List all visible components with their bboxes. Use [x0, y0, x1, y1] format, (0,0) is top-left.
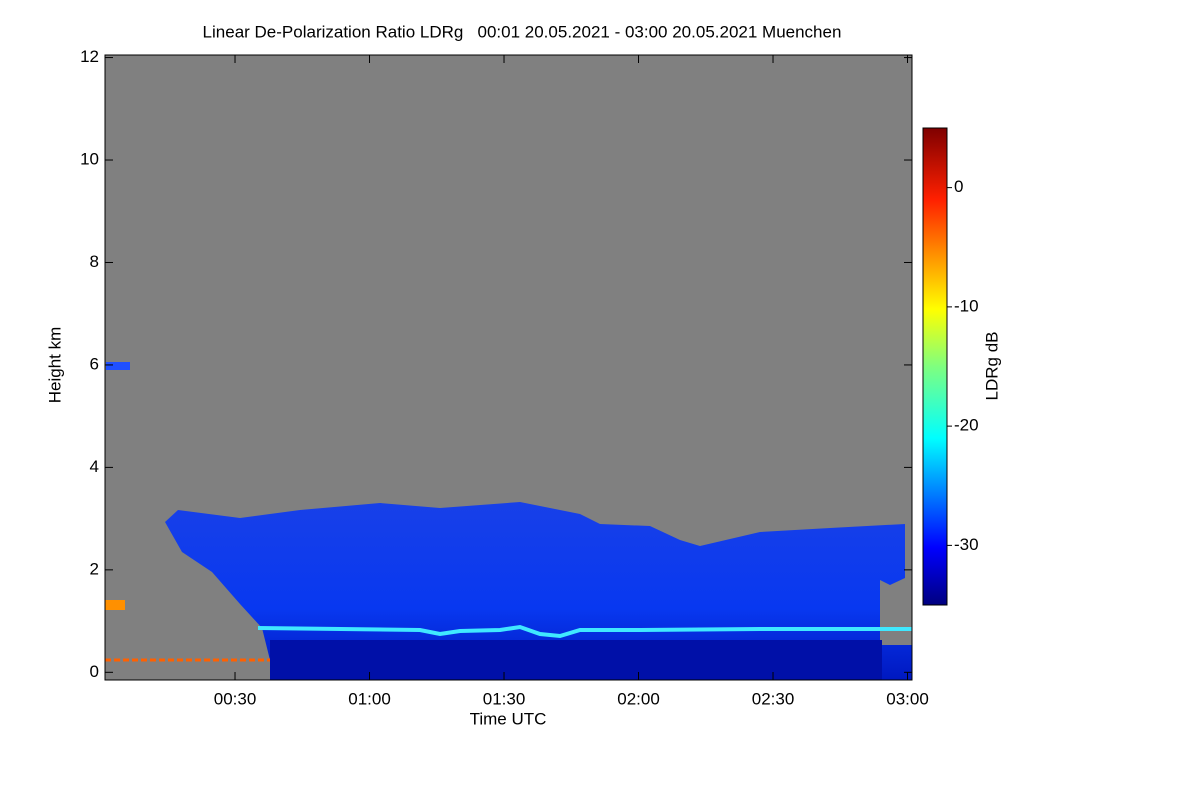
y-tick-label: 2: [90, 559, 99, 578]
colorbar-tick-label: -30: [954, 535, 979, 554]
y-tick-label: 6: [90, 354, 99, 373]
plot-frame: [104, 54, 913, 681]
x-axis-label: Time UTC: [470, 709, 547, 728]
colorbar-label: LDRg dB: [982, 332, 1001, 401]
speckle: [105, 600, 125, 610]
y-tick-label: 10: [80, 150, 99, 169]
y-tick-label: 8: [90, 252, 99, 271]
x-tick-label: 01:30: [483, 689, 526, 708]
heatmap-field: [105, 55, 912, 680]
chart-title: Linear De-Polarization Ratio LDRg 00:01 …: [203, 22, 842, 41]
x-tick-label: 03:00: [886, 689, 929, 708]
speckle: [106, 362, 130, 370]
x-tick-label: 01:00: [348, 689, 391, 708]
layer-top: [257, 624, 912, 639]
boundary-layer: [270, 640, 882, 680]
y-tick-label: 12: [80, 47, 99, 66]
x-tick-label: 02:00: [617, 689, 660, 708]
aerosol-layer: [165, 502, 912, 680]
y-tick-label: 4: [90, 457, 99, 476]
y-axis-label: Height km: [45, 327, 64, 404]
colorbar-tick-label: -10: [954, 296, 979, 315]
x-tick-label: 00:30: [214, 689, 257, 708]
colorbar-tick-label: -20: [954, 416, 979, 435]
colorbar-tick-label: 0: [954, 177, 963, 196]
colorbar: [922, 127, 948, 606]
y-tick-label: 0: [90, 662, 99, 681]
x-tick-label: 02:30: [752, 689, 795, 708]
